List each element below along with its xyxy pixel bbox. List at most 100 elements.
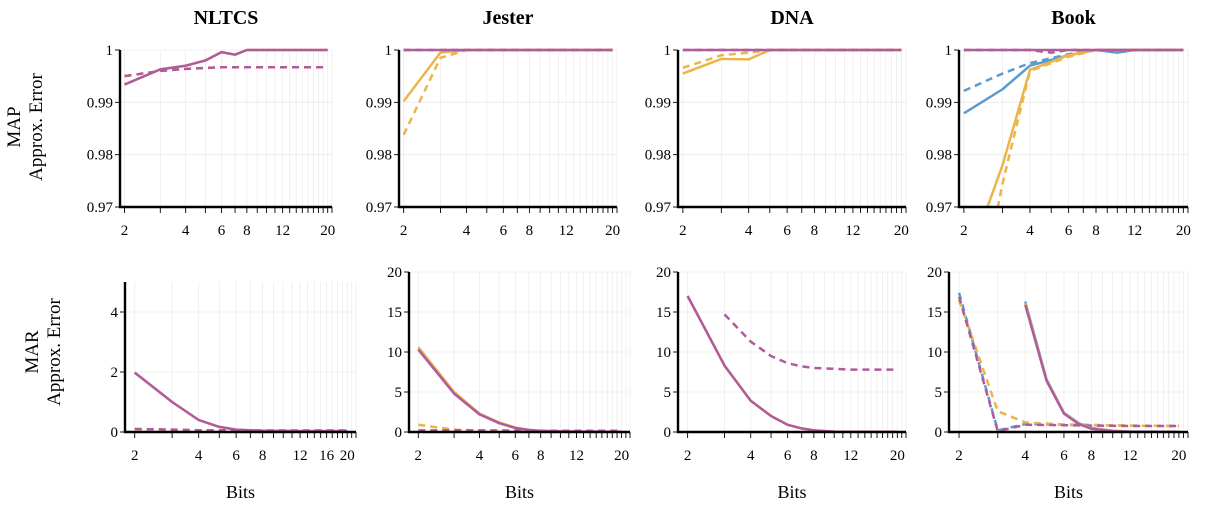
series-line-pink-solid bbox=[1024, 304, 1179, 432]
row-label-mar-metric: Approx. Error bbox=[44, 298, 65, 406]
row-label-map-metric: Approx. Error bbox=[26, 73, 47, 181]
x-tick-label: 12 bbox=[559, 223, 574, 239]
series-line-pink-dashed bbox=[124, 66, 328, 78]
x-tick-label: 4 bbox=[195, 448, 203, 464]
series-line-yellow-solid bbox=[133, 371, 348, 432]
y-tick-label: 0.97 bbox=[366, 200, 393, 216]
x-tick-label: 4 bbox=[747, 448, 755, 464]
y-tick-label: 2 bbox=[111, 365, 119, 381]
y-tick-label: 0.98 bbox=[926, 148, 952, 164]
x-tick-label: 8 bbox=[243, 223, 251, 239]
y-tick-label: 0 bbox=[935, 425, 943, 441]
y-tick-label: 1 bbox=[385, 43, 393, 59]
chart-title: DNA bbox=[770, 7, 814, 29]
y-tick-label: 15 bbox=[387, 305, 402, 321]
x-tick-label: 20 bbox=[890, 448, 905, 464]
y-tick-label: 1 bbox=[106, 43, 114, 59]
y-tick-label: 0.98 bbox=[366, 148, 392, 164]
chart-panel-5: 0 5 10 15 20 2 4 6 8 12 20 Bits bbox=[387, 265, 631, 502]
y-tick-label: 0 bbox=[664, 425, 672, 441]
x-tick-label: 2 bbox=[960, 223, 968, 239]
x-tick-label: 16 bbox=[319, 448, 335, 464]
x-tick-label: 6 bbox=[783, 223, 791, 239]
series-line-blue-dashed bbox=[957, 292, 1179, 432]
series-group bbox=[686, 295, 898, 432]
y-tick-label: 20 bbox=[656, 265, 671, 281]
series-line-yellow-solid bbox=[682, 48, 902, 75]
series-group bbox=[682, 48, 902, 75]
series-line-yellow-solid bbox=[986, 48, 1184, 207]
y-tick-label: 0.99 bbox=[645, 95, 671, 111]
x-tick-label: 8 bbox=[1088, 448, 1096, 464]
y-tick-label: 0.99 bbox=[366, 95, 392, 111]
x-tick-label: 4 bbox=[1026, 223, 1034, 239]
chart-panel-6: 0 5 10 15 20 2 4 6 8 12 20 Bits bbox=[656, 265, 907, 502]
x-tick-label: 20 bbox=[1176, 223, 1191, 239]
y-tick-label: 15 bbox=[927, 305, 942, 321]
x-tick-label: 6 bbox=[784, 448, 792, 464]
series-line-yellow-solid bbox=[417, 346, 622, 432]
chart-panel-7: 0 5 10 15 20 2 4 6 8 12 20 Bits bbox=[927, 265, 1189, 502]
series-line-pink-dashed bbox=[957, 296, 1179, 432]
y-tick-label: 1 bbox=[945, 43, 953, 59]
x-tick-label: 20 bbox=[1171, 448, 1186, 464]
x-tick-label: 20 bbox=[614, 448, 629, 464]
y-tick-label: 20 bbox=[387, 265, 402, 281]
series-group bbox=[963, 48, 1184, 207]
series-line-pink-solid bbox=[417, 348, 622, 432]
x-tick-label: 20 bbox=[894, 223, 909, 239]
x-tick-label: 20 bbox=[605, 223, 620, 239]
series-line-pink-dashed bbox=[723, 313, 898, 371]
x-tick-label: 4 bbox=[463, 223, 471, 239]
series-line-yellow-dashed bbox=[957, 299, 1179, 428]
x-tick-label: 8 bbox=[811, 223, 819, 239]
x-tick-label: 2 bbox=[684, 448, 692, 464]
series-line-yellow-dashed bbox=[402, 48, 613, 136]
x-tick-label: 6 bbox=[1060, 448, 1068, 464]
series-group bbox=[402, 48, 613, 136]
y-tick-label: 0.97 bbox=[87, 200, 114, 216]
series-line-yellow-solid bbox=[402, 48, 613, 103]
y-tick-label: 5 bbox=[664, 385, 672, 401]
x-tick-label: 4 bbox=[182, 223, 190, 239]
x-tick-label: 8 bbox=[526, 223, 534, 239]
x-tick-label: 20 bbox=[320, 223, 335, 239]
y-tick-label: 0 bbox=[395, 425, 403, 441]
x-tick-label: 6 bbox=[1065, 223, 1073, 239]
x-axis-label: Bits bbox=[1054, 482, 1083, 502]
series-line-pink-dashed bbox=[963, 48, 1184, 54]
x-axis-label: Bits bbox=[226, 482, 255, 502]
x-tick-label: 2 bbox=[679, 223, 687, 239]
y-tick-label: 1 bbox=[664, 43, 672, 59]
x-tick-label: 12 bbox=[1127, 223, 1142, 239]
chart-title: Book bbox=[1051, 7, 1096, 29]
x-tick-label: 8 bbox=[259, 448, 267, 464]
x-axis-label: Bits bbox=[777, 482, 806, 502]
series-group bbox=[124, 48, 328, 86]
x-tick-label: 4 bbox=[1021, 448, 1029, 464]
x-tick-label: 2 bbox=[955, 448, 963, 464]
series-group bbox=[417, 346, 622, 432]
x-tick-label: 12 bbox=[569, 448, 584, 464]
y-tick-label: 4 bbox=[111, 305, 119, 321]
y-tick-label: 5 bbox=[935, 385, 943, 401]
series-line-yellow-dashed bbox=[682, 48, 902, 69]
series-line-blue-dashed bbox=[963, 48, 1184, 92]
x-tick-label: 8 bbox=[810, 448, 818, 464]
y-tick-label: 15 bbox=[656, 305, 671, 321]
y-tick-label: 0.98 bbox=[87, 148, 113, 164]
x-tick-label: 8 bbox=[537, 448, 545, 464]
x-tick-label: 4 bbox=[476, 448, 484, 464]
x-tick-label: 6 bbox=[512, 448, 520, 464]
row-label-map: MAP Approx. Error bbox=[4, 73, 47, 181]
x-tick-label: 12 bbox=[843, 448, 858, 464]
x-tick-label: 6 bbox=[500, 223, 508, 239]
x-tick-label: 6 bbox=[218, 223, 226, 239]
series-line-blue-solid bbox=[1024, 301, 1179, 432]
chart-title: Jester bbox=[482, 7, 533, 29]
chart-title: NLTCS bbox=[194, 7, 259, 29]
